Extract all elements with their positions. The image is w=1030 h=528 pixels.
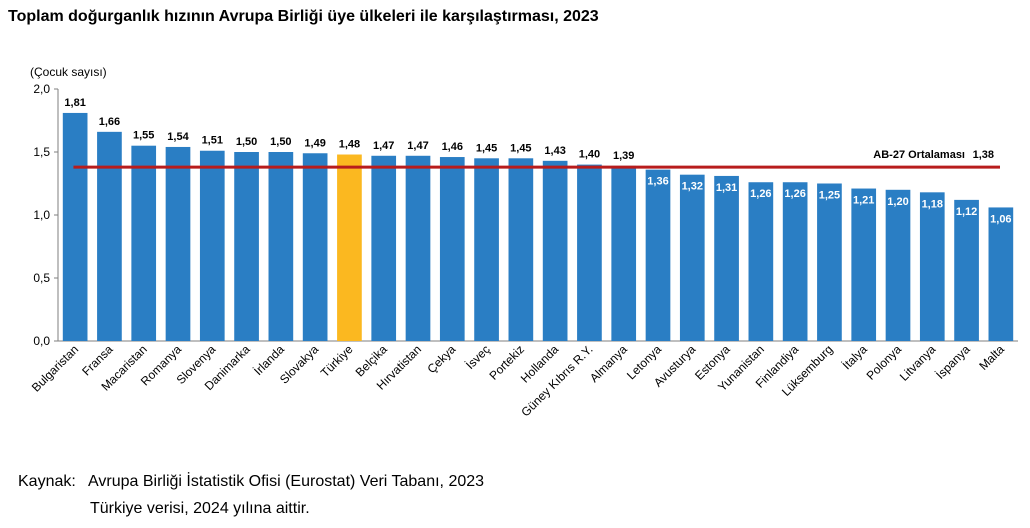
bar (542, 160, 568, 341)
bar (679, 174, 705, 341)
data-label: 1,25 (819, 190, 840, 202)
bar (439, 157, 465, 341)
bar (919, 192, 945, 341)
x-tick-label: Çekya (424, 342, 458, 376)
source-text: Avrupa Birliği İstatistik Ofisi (Eurosta… (88, 473, 485, 490)
bars: 1,81 1,66 1,55 1,54 1,51 1,50 1,50 1,49 1,48 1,47… (62, 97, 1014, 341)
bar (645, 169, 671, 341)
bar (851, 188, 877, 341)
bar (577, 164, 602, 341)
data-label: 1,21 (853, 195, 874, 207)
data-label: 1,47 (373, 140, 394, 152)
x-tick-label: Malta (976, 342, 1007, 373)
data-label: 1,45 (510, 142, 531, 154)
data-label: 1,51 (202, 135, 223, 147)
data-label: 1,81 (64, 97, 85, 109)
data-label: 1,32 (682, 181, 703, 193)
bar (611, 165, 637, 341)
data-label: 1,43 (544, 145, 565, 157)
bar (782, 182, 808, 341)
y-tick-label: 0,0 (33, 334, 50, 348)
bar (508, 158, 534, 341)
y-axis: 0,0 0,5 1,0 1,5 2,0 (33, 82, 1018, 348)
bar (165, 146, 191, 341)
data-label: 1,18 (922, 198, 943, 210)
bar (474, 158, 499, 341)
bar (988, 207, 1014, 341)
reference-line-group: AB-27 Ortalaması 1,38 (73, 149, 1000, 169)
reference-line-label: AB-27 Ortalaması (873, 149, 965, 161)
data-label: 1,20 (887, 196, 908, 208)
data-label: 1,50 (236, 136, 257, 148)
x-tick-label: Litvanya (897, 342, 939, 384)
y-tick-label: 1,0 (33, 208, 50, 222)
bar (131, 145, 157, 341)
bar (817, 183, 842, 341)
bar (405, 155, 431, 341)
data-label: 1,36 (647, 176, 668, 188)
bar (337, 154, 362, 341)
bar (234, 152, 259, 341)
x-tick-label: Polonya (864, 342, 905, 383)
bar (199, 150, 225, 341)
bar (371, 155, 397, 341)
y-tick-label: 0,5 (33, 271, 50, 285)
data-label: 1,66 (99, 116, 120, 128)
bar-chart: (Çocuk sayısı) 0,00,51,01,52,0 1,811,661… (29, 65, 1018, 419)
data-label: 1,40 (579, 149, 600, 161)
data-label: 1,55 (133, 130, 154, 142)
data-label: 1,06 (990, 213, 1011, 225)
data-label: 1,48 (339, 139, 360, 151)
data-label: 1,26 (784, 188, 805, 200)
y-tick-label: 1,5 (33, 145, 50, 159)
bar (268, 152, 294, 341)
data-label: 1,26 (750, 188, 771, 200)
x-tick-label: Slovakya (277, 342, 322, 387)
x-tick-label: İspanya (933, 342, 973, 382)
source-note: Türkiye verisi, 2024 yılına aittir. (90, 500, 310, 517)
bar (885, 189, 911, 341)
data-label: 1,49 (304, 137, 325, 149)
data-label: 1,12 (956, 206, 977, 218)
x-tick-label: Bulgaristan (29, 342, 81, 394)
source-label: Kaynak: (18, 473, 76, 490)
data-label: 1,50 (270, 136, 291, 148)
data-label: 1,31 (716, 182, 737, 194)
data-label: 1,54 (167, 131, 189, 143)
data-label: 1,47 (407, 140, 428, 152)
chart-title: Toplam doğurganlık hızının Avrupa Birliğ… (8, 8, 599, 25)
x-tick-label: Türkiye (318, 342, 356, 380)
x-axis-labels: BulgaristanFransaMacaristanRomanyaSloven… (29, 342, 1007, 419)
data-label: 1,39 (613, 150, 634, 162)
reference-line-value: 1,38 (973, 149, 994, 161)
bar (302, 153, 328, 341)
x-tick-label: İtalya (840, 342, 870, 372)
bar (954, 199, 979, 341)
y-tick-label: 2,0 (33, 82, 50, 96)
y-axis-label: (Çocuk sayısı) (30, 65, 107, 79)
bar (62, 112, 88, 341)
bar (97, 131, 122, 341)
data-label: 1,45 (476, 142, 497, 154)
data-label: 1,46 (442, 141, 463, 153)
x-tick-label: Almanya (587, 342, 630, 385)
bar (714, 175, 739, 341)
bar (748, 182, 774, 341)
x-tick-label: İsveç (463, 342, 493, 372)
